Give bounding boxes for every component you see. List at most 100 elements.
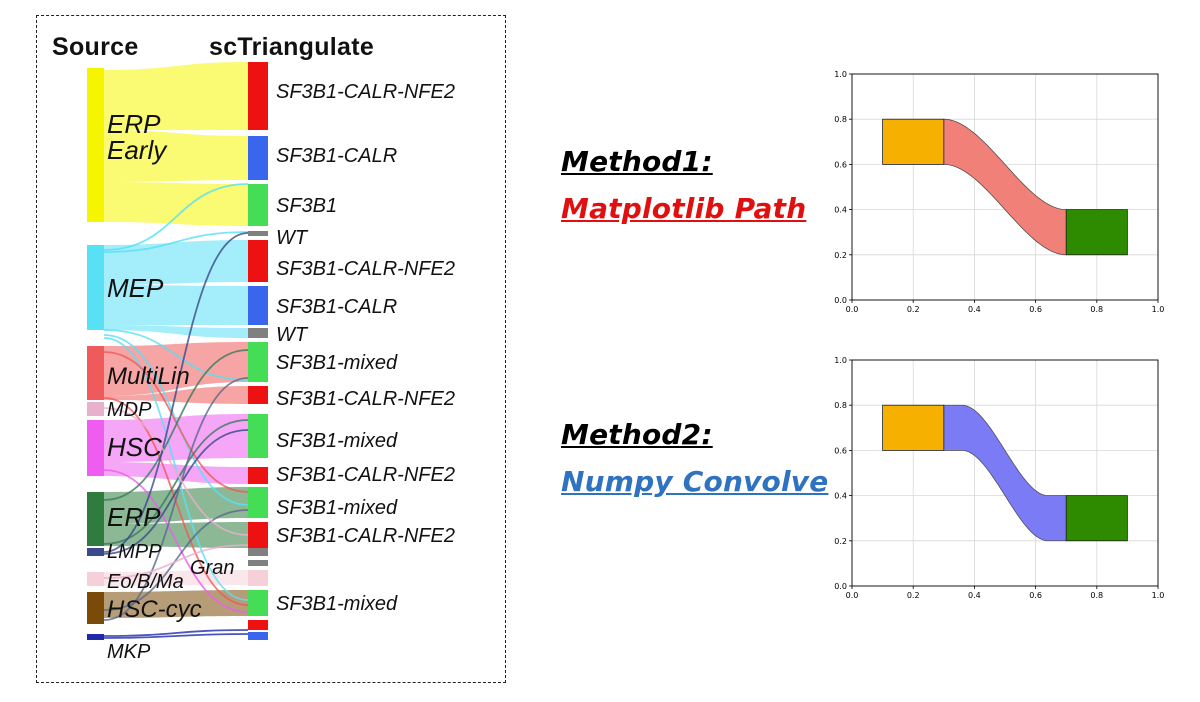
sankey-target-label: SF3B1-mixed [276,593,398,615]
axes-frame [851,73,1159,301]
sankey-target-label: WT [276,324,309,346]
sankey-target-label: SF3B1-CALR [276,145,397,167]
sankey-target-node [248,136,268,180]
y-tick-label: 0.0 [834,296,847,305]
sankey-target-node [248,522,268,548]
x-tick-label: 0.0 [846,305,859,314]
sankey-source-label: MKP [107,641,151,663]
sankey-target-node [248,240,268,282]
sankey-target-minor-node [248,632,268,640]
sankey-target-minor-node [248,570,268,586]
flow-box [882,118,945,165]
sankey-source-node [87,420,104,476]
sankey-target-node [248,386,268,404]
sankey-ribbon [104,240,248,285]
method2-plot: 0.00.0 0.2 0.2 0.4 0.4 0.6 0.6 0.8 0.8 1.0 1.0 [834,356,1165,600]
sankey-source-label: MEP [107,273,164,303]
x-tick-label: 0.0 [846,591,859,600]
sankey-ribbon [104,285,248,325]
sankey-ribbon [104,414,248,462]
sankey-flow-line [103,469,249,613]
sankey-target-label: SF3B1-CALR-NFE2 [276,258,455,280]
sankey-target-node [248,487,268,518]
sankey-target-node [248,590,268,616]
sankey-target-node [248,342,268,382]
sankey-source-label: Eo/B/Ma [107,571,184,593]
sankey-source-label: MDP [107,399,152,421]
method1-title: Method1: [561,145,713,178]
flow-box [1065,495,1128,542]
sankey-target-label: SF3B1-mixed [276,497,398,519]
sankey-target-label: SF3B1-CALR [276,296,397,318]
sankey-target-node [248,231,268,236]
x-tick-label: 1.0 [1152,305,1165,314]
x-tick-label: 0.8 [1090,305,1103,314]
x-tick-label: 0.2 [907,591,920,600]
x-tick-label: 0.6 [1029,305,1042,314]
sankey-flow-line [103,334,249,506]
sankey-flow-line [103,231,249,253]
sankey-flow-line [103,429,249,555]
flow-box [1065,209,1128,256]
method2-title: Method2: [561,418,713,451]
sankey-target-minor-node [248,620,268,630]
sankey-target-node [248,467,268,484]
sankey-ribbon [104,130,248,182]
sankey-source-node [87,402,104,416]
y-tick-label: 0.4 [834,492,847,501]
y-tick-label: 1.0 [834,70,847,79]
sankey-flow-line [103,629,249,637]
sankey-target-nodes [248,62,268,640]
y-tick-label: 0.8 [834,115,847,124]
method1-plot: 0.00.0 0.2 0.2 0.4 0.4 0.6 0.6 0.8 0.8 1.0 1.0 [834,70,1165,314]
y-tick-label: 0.0 [834,582,847,591]
sankey-target-label: SF3B1-CALR-NFE2 [276,464,455,486]
sankey-flow-line [103,351,249,493]
x-tick-label: 1.0 [1152,591,1165,600]
sankey-flow-line [103,407,249,536]
sankey-target-minor-node [248,548,268,556]
sankey-source-node [87,572,104,586]
sankey-panel [36,15,506,683]
x-tick-label: 0.2 [907,305,920,314]
sankey-source-label: ERP [107,502,161,532]
sankey-source-node [87,634,104,640]
sankey-source-label: LMPP [107,541,162,563]
y-tick-label: 0.2 [834,251,847,260]
sankey-source-labels: ERP Early MEP MultiLin MDP HSC ERP LMPP Eo/B/Ma H… [107,109,202,663]
method1-subtitle: Matplotlib Path [561,192,807,225]
sankey-flow-line [103,337,249,601]
sankey-flow-line [103,183,249,251]
sankey-target-node [248,328,268,338]
sankey-target-minor-node [248,560,268,566]
sankey-target-label: SF3B1 [276,195,337,217]
sankey-target-node [248,184,268,226]
y-tick-label: 0.8 [834,401,847,410]
sankey-source-node [87,346,104,400]
sankey-flows [103,62,249,639]
sankey-target-label: SF3B1-mixed [276,430,398,452]
source-header: Source [52,33,139,61]
sankey-flow-line [103,633,249,639]
x-tick-label: 0.4 [968,591,981,600]
y-tick-label: 0.6 [834,160,847,169]
sankey-flow-line [103,544,249,579]
flow-box [882,404,945,451]
sankey-target-label: WT [276,227,309,249]
sankey-source-label: HSC [107,432,162,462]
sankey-target-node [248,62,268,130]
y-tick-label: 0.4 [834,206,847,215]
sankey-flow-line [103,349,249,501]
sankey-target-label: SF3B1-mixed [276,352,398,374]
x-tick-label: 0.8 [1090,591,1103,600]
sankey-source-node [87,548,104,556]
sankey-flow-line [103,377,249,621]
sankey-source-label: MultiLin [107,363,190,390]
sankey-source-label: HSC-cyc [107,596,202,623]
sankey-source-nodes [87,68,104,640]
y-tick-label: 1.0 [834,356,847,365]
sankey-ribbon [104,487,248,524]
sankey-ribbon [104,342,248,396]
method2-subtitle: Numpy Convolve [561,465,829,498]
y-tick-label: 0.6 [834,446,847,455]
